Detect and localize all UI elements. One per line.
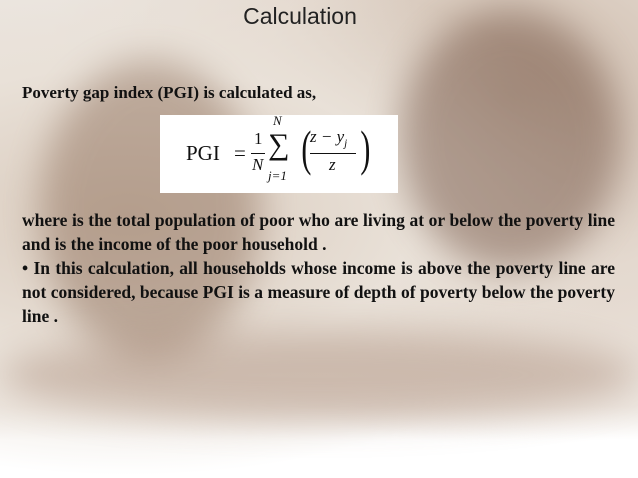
formula-lhs: PGI	[186, 141, 220, 165]
formula: PGI = 1 N N ∑ j=1 ( z − yj z )	[160, 113, 398, 193]
fraction-bar	[251, 153, 265, 154]
paragraph: where is the total population of poor wh…	[22, 210, 615, 254]
formula-fraction-numerator: 1	[254, 129, 263, 148]
paragraph: • In this calculation, all households wh…	[22, 258, 615, 326]
formula-equals: =	[234, 141, 246, 165]
body-text: where is the total population of poor wh…	[22, 208, 615, 328]
formula-sum-lower: j=1	[268, 168, 287, 183]
formula-sum-symbol: ∑	[268, 128, 290, 161]
paren: (	[301, 120, 312, 176]
background-photo	[0, 330, 638, 420]
background-photo	[400, 10, 620, 270]
formula-inner-numerator: z − yj	[310, 127, 347, 149]
formula-sum-upper: N	[273, 113, 282, 128]
paren: )	[360, 120, 371, 176]
formula-inner-denominator: z	[329, 155, 336, 174]
formula-fraction-denominator: N	[252, 155, 264, 174]
formula-inner-numerator-text: z − y	[310, 127, 345, 146]
slide-title: Calculation	[243, 3, 357, 29]
formula-subscript: j	[344, 137, 348, 150]
background-photo	[40, 60, 260, 360]
fraction-bar	[310, 153, 356, 154]
intro-text: Poverty gap index (PGI) is calculated as…	[22, 83, 317, 102]
